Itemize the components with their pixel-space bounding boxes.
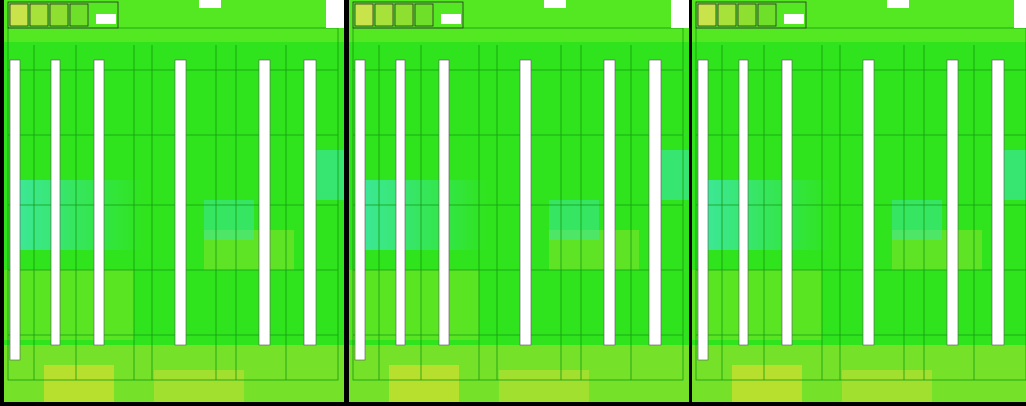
heatmap-view [0,0,1026,402]
heatmap-panel [4,0,344,402]
heatmap-panel [349,0,689,402]
page: (() => { const data = JSON.parse(documen… [0,0,1026,402]
heatmap-panel [692,0,1026,402]
